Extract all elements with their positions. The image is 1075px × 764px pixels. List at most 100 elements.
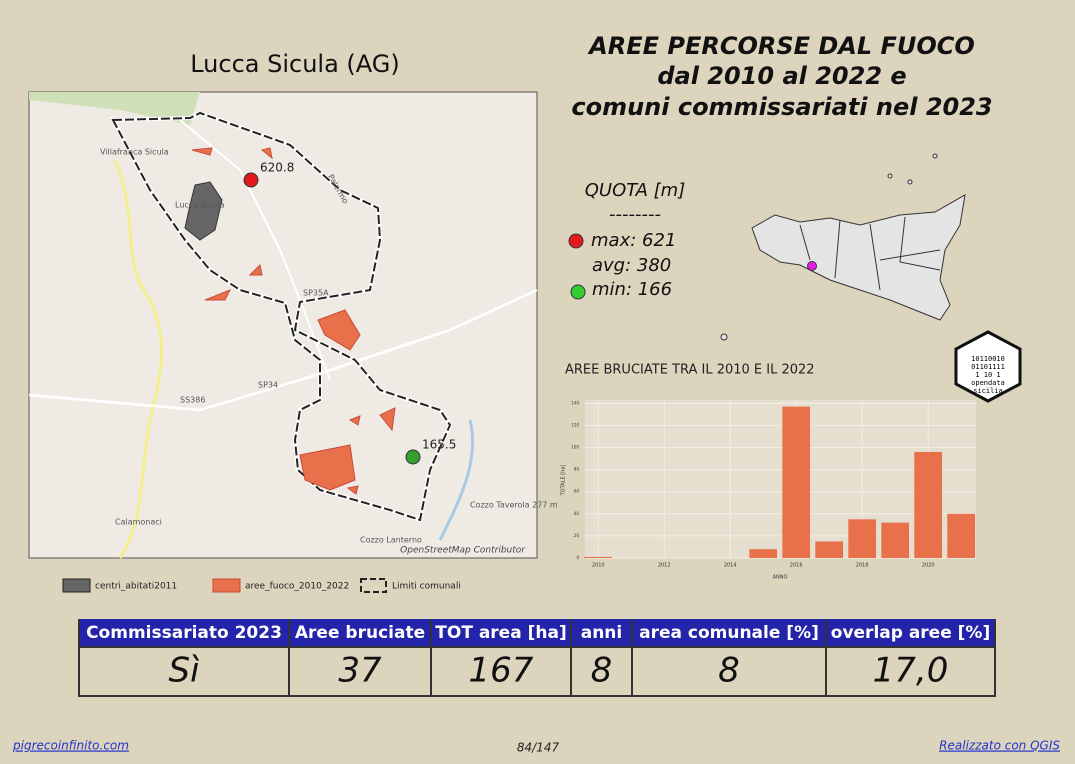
table-cell: 8 <box>718 651 740 691</box>
fire-areas <box>191 147 396 495</box>
settlement <box>184 181 223 241</box>
x-tick-label: 2020 <box>922 563 935 569</box>
legend-label: Limiti comunali <box>392 582 461 592</box>
island <box>887 173 893 179</box>
place-label: Lucca Sicula <box>175 201 225 210</box>
quota-max: max: 621 <box>591 230 676 251</box>
y-tick-label: 80 <box>574 467 580 472</box>
summary-table: Commissariato 2023 Aree bruciate TOT area … <box>78 619 996 697</box>
bar <box>782 406 811 558</box>
title-line: dal 2010 al 2022 e <box>657 62 906 90</box>
map-legend: centri_abitati2011 aree_fuoco_2010_2022 … <box>62 578 461 593</box>
island <box>907 179 913 185</box>
bar <box>749 549 778 558</box>
quota-separator: -------- <box>609 204 661 225</box>
min-label: 165.5 <box>422 438 456 452</box>
bar <box>947 513 976 558</box>
place-label: Cozzo Lanterno <box>360 536 422 545</box>
min-point <box>405 449 421 465</box>
legend-label: aree_fuoco_2010_2022 <box>245 582 349 592</box>
max-dot <box>568 233 584 249</box>
table-header-bg <box>79 619 995 647</box>
map-frame <box>28 91 538 559</box>
y-tick-label: 140 <box>571 400 579 405</box>
page-number: 84/147 <box>517 741 560 755</box>
quota-min: min: 166 <box>592 279 672 300</box>
place-label: SS386 <box>180 396 205 405</box>
y-tick-label: 120 <box>571 422 579 427</box>
place-label: Cozzo Taverola 277 m <box>470 501 558 510</box>
y-tick-label: 40 <box>574 511 580 516</box>
title-line: comuni commissariati nel 2023 <box>571 93 992 121</box>
legend-swatch <box>62 578 91 593</box>
min-dot <box>570 284 586 300</box>
place-label: SP35A <box>303 289 329 298</box>
y-axis-label: TOTALE [ha] <box>561 465 567 497</box>
table-header: anni <box>581 623 623 643</box>
fire-area <box>317 309 361 351</box>
max-label: 620.8 <box>260 161 294 175</box>
title-line: AREE PERCORSE DAL FUOCO <box>587 32 975 60</box>
fire-area <box>191 147 213 156</box>
fire-area <box>204 289 232 301</box>
table-cell: 37 <box>338 651 382 691</box>
quota-header: QUOTA [m] <box>585 180 685 201</box>
x-tick-label: 2012 <box>658 563 671 569</box>
map: 620.8 165.5 Villafranca Sicula Lucca Sic… <box>28 91 558 559</box>
x-tick-label: 2014 <box>724 563 737 569</box>
island <box>720 333 728 341</box>
boundary <box>111 111 452 522</box>
bar <box>914 451 943 558</box>
fire-area <box>348 415 361 426</box>
bar <box>815 541 844 558</box>
chart: 0 20 40 60 80 100 120 140 2010 2012 2014 2016 2018 20… <box>571 400 976 569</box>
road <box>179 119 331 381</box>
logo: 10110010 01101111 1 10 1 opendata sicili… <box>954 330 1022 403</box>
sicily-inset <box>720 153 966 341</box>
logo-bits: 1 10 1 <box>975 371 1000 379</box>
table-cell: 8 <box>591 651 613 691</box>
island <box>932 153 938 159</box>
chart-title: AREE BRUCIATE TRA IL 2010 E IL 2022 <box>565 363 815 378</box>
quota-avg: avg: 380 <box>592 255 671 276</box>
fire-area <box>346 485 359 495</box>
y-tick-label: 60 <box>574 489 580 494</box>
table-header: Aree bruciate <box>295 623 425 643</box>
place-label: SP34 <box>258 381 278 390</box>
table-header: TOT area [ha] <box>435 623 566 643</box>
road <box>113 159 164 559</box>
table-cell: Sì <box>168 651 199 691</box>
table-header: Commissariato 2023 <box>86 623 282 643</box>
logo-bits: 01101111 <box>971 363 1005 371</box>
location-dot <box>807 261 817 271</box>
x-tick-label: 2016 <box>790 563 803 569</box>
footer-link[interactable]: Realizzato con QGIS <box>939 739 1060 753</box>
place-label: Villafranca Sicula <box>100 148 169 157</box>
y-tick-label: 0 <box>576 555 579 560</box>
bar <box>881 522 910 558</box>
logo-hexagon <box>954 330 1022 403</box>
logo-bits: 10110010 <box>971 355 1005 363</box>
table-header: overlap aree [%] <box>831 623 990 643</box>
table-body-bg <box>78 646 996 697</box>
fire-area <box>248 263 263 276</box>
fire-area <box>260 147 273 160</box>
legend-label: centri_abitati2011 <box>95 582 177 592</box>
green-area <box>29 92 200 125</box>
bar <box>848 519 877 558</box>
fire-area <box>299 444 356 491</box>
x-tick-label: 2018 <box>856 563 869 569</box>
legend-swatch <box>360 578 387 593</box>
y-tick-label: 100 <box>571 445 579 450</box>
footer-link[interactable]: pigrecoinfinito.com <box>12 739 129 753</box>
river <box>438 419 475 541</box>
table-header: area comunale [%] <box>639 623 819 643</box>
province-borders <box>799 216 941 291</box>
map-title: Lucca Sicula (AG) <box>190 50 400 78</box>
place-label: Calamonaci <box>115 518 162 527</box>
bar <box>584 556 613 558</box>
max-point <box>243 172 259 188</box>
logo-text: sicilia <box>973 387 1003 395</box>
